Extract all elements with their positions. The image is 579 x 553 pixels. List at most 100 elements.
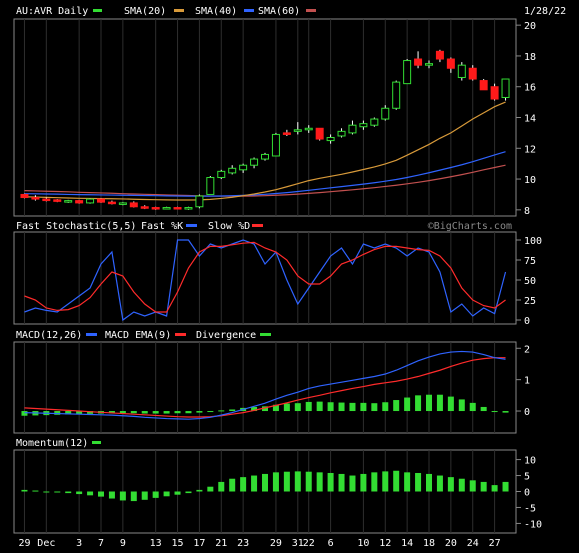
- divergence-bar: [447, 396, 454, 412]
- y-tick-label: 2: [524, 344, 530, 355]
- stochastic-panel: Fast Stochastic(5,5) Fast %K Slow %D ©Bi…: [13, 221, 542, 327]
- candle: [381, 105, 390, 121]
- candle-down-body: [315, 127, 324, 140]
- x-tick-label: 7: [98, 538, 104, 549]
- candle: [348, 120, 357, 135]
- candle: [217, 169, 226, 180]
- candle-up-body: [348, 124, 357, 134]
- momentum-bar: [436, 475, 443, 492]
- candle-up-body: [271, 133, 280, 157]
- candle-up-body: [337, 130, 346, 137]
- x-tick-label: 9: [120, 538, 126, 549]
- y-tick-label: 0: [524, 316, 530, 327]
- momentum-bar: [65, 491, 72, 494]
- momentum-panel: Momentum(12) -10 -5 0 5 10: [13, 438, 542, 534]
- candle-up-body: [250, 158, 259, 166]
- candle: [140, 205, 149, 210]
- momentum-bar: [185, 491, 192, 494]
- candle: [20, 193, 29, 199]
- x-tick-label: 29: [18, 538, 30, 549]
- divergence-bar: [338, 402, 345, 412]
- candle: [359, 120, 368, 130]
- stochastic-title: Fast Stochastic(5,5): [16, 221, 136, 232]
- stochastic-plot-area: [13, 231, 517, 325]
- momentum-bar: [491, 485, 498, 492]
- y-tick-label: 20: [524, 21, 536, 32]
- x-tick-label: 22: [303, 538, 315, 549]
- sma20-legend-label: SMA(20): [124, 6, 166, 17]
- candle-up-body: [162, 207, 171, 210]
- candle: [457, 62, 466, 81]
- candle-up-body: [184, 207, 193, 210]
- divergence-bar: [316, 401, 323, 412]
- x-tick-label: 12: [379, 538, 391, 549]
- momentum-bar: [240, 477, 247, 492]
- x-tick-label: 17: [193, 538, 205, 549]
- divergence-bar: [371, 403, 378, 412]
- candle-up-body: [195, 195, 204, 208]
- macd-legend-swatch: [86, 333, 97, 336]
- divergence-bar: [327, 402, 334, 412]
- momentum-bar: [98, 491, 104, 497]
- price-candles: [20, 49, 510, 210]
- candle-down-body: [20, 193, 29, 199]
- y-tick-label: 16: [524, 83, 536, 94]
- divergence-bar: [404, 397, 411, 412]
- candle: [53, 199, 62, 203]
- y-tick-label: 10: [524, 456, 536, 467]
- candle-up-body: [403, 60, 412, 85]
- y-tick-label: 1: [524, 376, 530, 387]
- momentum-bar: [447, 477, 454, 492]
- watermark: ©BigCharts.com: [428, 221, 512, 232]
- y-tick-label: 8: [524, 206, 530, 217]
- divergence-bar: [469, 402, 476, 412]
- momentum-bar: [130, 491, 137, 502]
- x-tick-label: 10: [357, 538, 369, 549]
- sma40-line: [24, 151, 506, 197]
- momentum-bar: [305, 471, 312, 492]
- y-tick-label: 10: [524, 175, 536, 186]
- price-vertical-gridlines: [23, 19, 496, 216]
- divergence-bar: [491, 411, 498, 413]
- candle-up-body: [118, 202, 127, 205]
- divergence-bar: [458, 399, 465, 412]
- momentum-bar: [218, 481, 225, 492]
- divergence-bar: [76, 411, 83, 415]
- candle-up-body: [326, 137, 335, 142]
- candle-up-body: [370, 118, 379, 126]
- candle-up-body: [501, 78, 510, 98]
- chart-title: AU:AVR Daily: [16, 6, 88, 17]
- candle-up-body: [359, 123, 368, 128]
- divergence-bar: [272, 404, 279, 412]
- momentum-bar: [316, 472, 323, 492]
- momentum-bar: [469, 480, 476, 492]
- candle-down-body: [282, 132, 291, 135]
- momentum-bar: [480, 481, 487, 492]
- x-tick-label: 29: [270, 538, 282, 549]
- sma40-legend-label: SMA(40): [195, 6, 237, 17]
- x-tick-label: 27: [489, 538, 501, 549]
- momentum-bar: [76, 491, 83, 495]
- candle: [293, 122, 302, 135]
- momentum-bar: [141, 491, 148, 500]
- momentum-bar: [272, 472, 279, 492]
- slowd-legend-swatch: [252, 224, 263, 227]
- divergence-bar: [426, 394, 432, 412]
- y-tick-label: 0: [524, 407, 530, 418]
- divergence-bar: [251, 406, 258, 412]
- divergence-bar: [152, 411, 159, 414]
- momentum-bar: [32, 490, 39, 492]
- candle: [282, 129, 291, 136]
- candle: [337, 128, 346, 138]
- price-panel: AU:AVR Daily SMA(20) SMA(40) SMA(60) 1/2…: [13, 6, 566, 217]
- stochastic-vertical-gridlines: [23, 232, 496, 324]
- momentum-bar: [338, 473, 345, 492]
- divergence-bar: [415, 395, 422, 412]
- candle-up-body: [86, 198, 95, 204]
- momentum-bar: [360, 473, 367, 492]
- candle: [228, 165, 237, 175]
- candle: [151, 206, 160, 210]
- momentum-bar: [174, 491, 181, 495]
- candle-up-body: [293, 129, 302, 132]
- candle-down-body: [75, 200, 84, 204]
